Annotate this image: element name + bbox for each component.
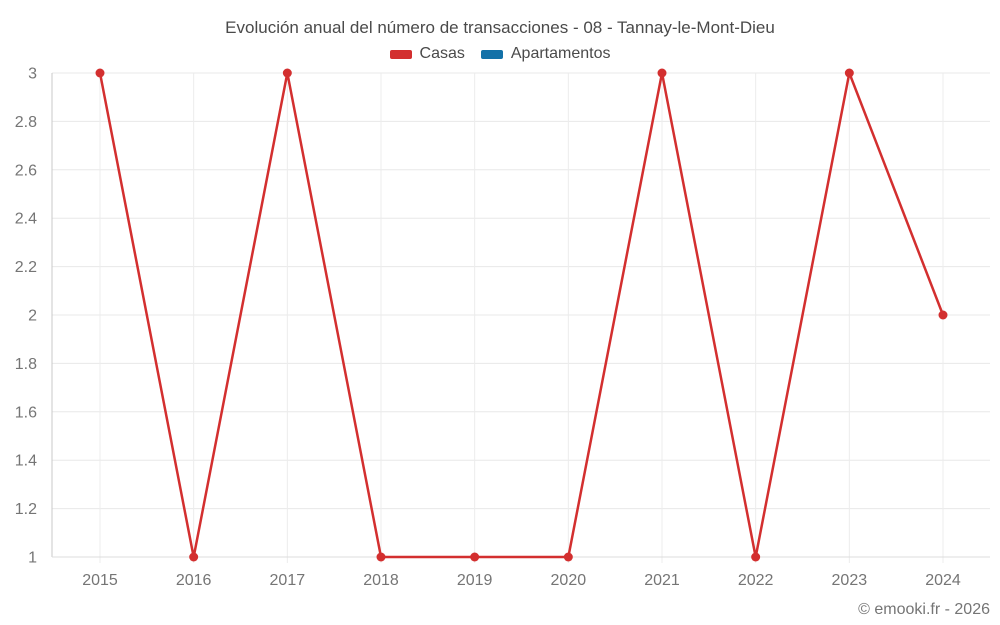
- x-tick-label: 2017: [270, 572, 306, 589]
- y-tick-label: 3: [28, 66, 37, 83]
- legend-item-apartamentos[interactable]: Apartamentos: [480, 45, 611, 63]
- copyright-text: © emooki.fr - 2026: [858, 601, 990, 618]
- data-point-casas-2024[interactable]: [938, 310, 948, 320]
- data-point-casas-2021[interactable]: [657, 68, 667, 78]
- y-tick-label: 1.8: [15, 356, 37, 373]
- x-tick-label: 2018: [363, 572, 399, 589]
- y-tick-label: 2.6: [15, 162, 37, 179]
- series-line-casas: [98, 71, 945, 559]
- y-tick-label: 1.6: [15, 404, 37, 421]
- x-tick-label: 2019: [457, 572, 493, 589]
- x-tick-label: 2016: [176, 572, 212, 589]
- x-tick-label: 2022: [738, 572, 774, 589]
- y-tick-label: 2.8: [15, 114, 37, 131]
- apartamentos-series-swatch-icon: [480, 49, 503, 59]
- data-point-casas-2015[interactable]: [95, 68, 105, 78]
- data-point-casas-2022[interactable]: [751, 552, 761, 562]
- data-point-casas-2020[interactable]: [563, 552, 573, 562]
- y-tick-label: 1: [28, 550, 37, 567]
- legend-label-casas: Casas: [419, 45, 465, 62]
- data-point-casas-2019[interactable]: [470, 552, 480, 562]
- data-point-casas-2016[interactable]: [189, 552, 199, 562]
- data-point-casas-2023[interactable]: [844, 68, 854, 78]
- x-tick-label: 2023: [832, 572, 868, 589]
- y-tick-label: 1.4: [15, 453, 37, 470]
- y-tick-label: 2.2: [15, 259, 37, 276]
- x-tick-label: 2020: [551, 572, 587, 589]
- casas-series-swatch-icon: [389, 49, 412, 59]
- y-tick-label: 2: [28, 308, 37, 325]
- chart-title: Evolución anual del número de transaccio…: [225, 18, 775, 37]
- y-tick-label: 1.2: [15, 501, 37, 518]
- x-tick-label: 2021: [644, 572, 680, 589]
- legend-item-casas[interactable]: Casas: [389, 45, 465, 63]
- y-tick-label: 2.4: [15, 211, 37, 228]
- x-tick-label: 2015: [82, 572, 118, 589]
- x-tick-label: 2024: [925, 572, 961, 589]
- data-point-casas-2017[interactable]: [282, 68, 292, 78]
- data-point-casas-2018[interactable]: [376, 552, 386, 562]
- chart-legend: Casas Apartamentos: [0, 45, 1000, 63]
- legend-label-apartamentos: Apartamentos: [510, 45, 611, 62]
